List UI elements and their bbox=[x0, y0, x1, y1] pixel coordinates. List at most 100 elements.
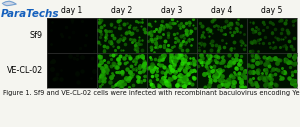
Point bbox=[282, 22, 287, 24]
Point bbox=[152, 51, 157, 53]
Point bbox=[179, 43, 184, 45]
Point bbox=[236, 18, 240, 20]
Point bbox=[230, 76, 235, 78]
Point bbox=[209, 41, 214, 43]
Point bbox=[183, 41, 188, 43]
Point bbox=[266, 56, 271, 58]
Point bbox=[101, 59, 106, 61]
Point bbox=[228, 75, 232, 77]
Point bbox=[190, 83, 195, 85]
Point bbox=[109, 40, 114, 42]
Point bbox=[128, 71, 133, 73]
Point bbox=[210, 70, 215, 72]
Point bbox=[171, 70, 176, 72]
Point bbox=[198, 42, 203, 44]
Point bbox=[267, 83, 272, 85]
Point bbox=[239, 86, 244, 88]
Point bbox=[264, 75, 268, 77]
Point bbox=[221, 79, 226, 81]
Point bbox=[140, 21, 145, 23]
Point bbox=[206, 35, 211, 37]
Point bbox=[172, 63, 176, 65]
Point bbox=[148, 50, 153, 52]
Point bbox=[180, 58, 185, 60]
Point bbox=[124, 32, 128, 34]
Point bbox=[210, 20, 214, 22]
Point bbox=[50, 60, 55, 62]
Point bbox=[133, 45, 138, 47]
Point bbox=[108, 77, 113, 79]
Point bbox=[114, 53, 119, 55]
Point bbox=[163, 40, 167, 42]
Point bbox=[121, 57, 126, 59]
Point bbox=[201, 31, 206, 33]
Point bbox=[254, 85, 259, 87]
Point bbox=[202, 72, 206, 74]
Point bbox=[187, 29, 192, 31]
Point bbox=[187, 23, 192, 26]
Point bbox=[222, 26, 227, 28]
Point bbox=[110, 85, 115, 87]
Point bbox=[105, 68, 110, 70]
Point bbox=[279, 37, 283, 39]
Point bbox=[268, 70, 273, 72]
Point bbox=[101, 78, 106, 80]
Point bbox=[208, 78, 213, 80]
Point bbox=[221, 68, 226, 70]
Point bbox=[284, 19, 289, 21]
Point bbox=[220, 78, 225, 80]
Point bbox=[156, 83, 161, 85]
Point bbox=[110, 72, 114, 74]
Point bbox=[190, 70, 194, 72]
Point bbox=[250, 55, 254, 57]
Point bbox=[220, 39, 225, 41]
Point bbox=[89, 57, 94, 59]
Text: ParaTechs: ParaTechs bbox=[1, 9, 59, 19]
Point bbox=[230, 57, 235, 59]
Point bbox=[127, 31, 131, 33]
Point bbox=[274, 62, 279, 64]
Point bbox=[142, 75, 146, 77]
Point bbox=[208, 66, 213, 68]
Point bbox=[216, 56, 221, 58]
Point bbox=[206, 27, 211, 29]
Point bbox=[98, 21, 102, 23]
Point bbox=[288, 45, 293, 47]
Point bbox=[134, 56, 139, 58]
Point bbox=[214, 44, 219, 46]
Point bbox=[213, 73, 218, 75]
Point bbox=[291, 55, 296, 58]
Point bbox=[273, 28, 278, 30]
Point bbox=[164, 70, 169, 72]
Point bbox=[212, 18, 217, 20]
Point bbox=[184, 33, 189, 35]
Point bbox=[283, 58, 287, 60]
Point bbox=[163, 79, 168, 81]
Point bbox=[103, 36, 107, 38]
Point bbox=[124, 31, 129, 33]
Point bbox=[212, 79, 216, 81]
Point bbox=[261, 29, 266, 31]
Point bbox=[207, 84, 212, 86]
Point bbox=[247, 78, 252, 80]
Text: day 5: day 5 bbox=[261, 6, 283, 15]
Point bbox=[205, 62, 210, 64]
Point bbox=[120, 80, 125, 82]
Point bbox=[104, 69, 109, 71]
Point bbox=[109, 24, 113, 26]
Point bbox=[242, 33, 247, 35]
Point bbox=[176, 24, 181, 26]
Point bbox=[134, 48, 139, 50]
Point bbox=[190, 38, 194, 40]
Point bbox=[254, 56, 259, 58]
Point bbox=[241, 71, 246, 73]
Point bbox=[126, 55, 131, 57]
Point bbox=[166, 81, 170, 83]
Point bbox=[213, 76, 218, 78]
Point bbox=[158, 45, 163, 47]
Point bbox=[149, 31, 154, 34]
Point bbox=[232, 59, 237, 61]
Point bbox=[156, 30, 161, 32]
Point bbox=[172, 64, 177, 66]
Point bbox=[116, 82, 121, 84]
